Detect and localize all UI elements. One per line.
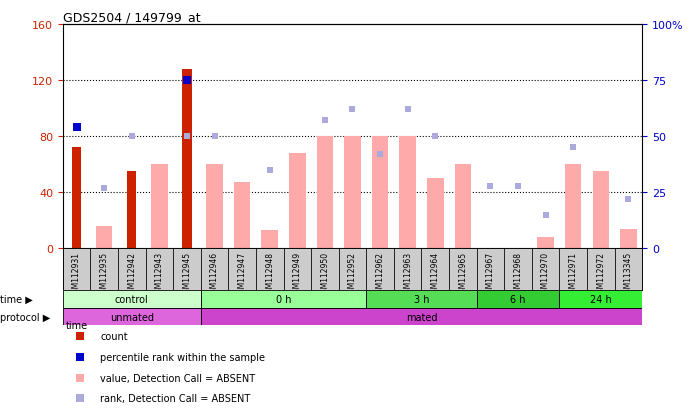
Text: GSM112968: GSM112968 bbox=[514, 251, 523, 297]
Bar bbox=[593, 172, 609, 249]
Bar bbox=[201, 249, 228, 290]
Bar bbox=[339, 249, 366, 290]
Bar bbox=[477, 290, 559, 308]
Bar bbox=[63, 249, 91, 290]
Text: GSM112950: GSM112950 bbox=[320, 251, 329, 297]
Text: GDS2504 / 149799_at: GDS2504 / 149799_at bbox=[63, 11, 200, 24]
Text: unmated: unmated bbox=[110, 312, 154, 322]
Bar bbox=[559, 249, 587, 290]
Text: GSM112962: GSM112962 bbox=[376, 251, 385, 297]
Bar bbox=[454, 165, 471, 249]
Bar bbox=[146, 249, 173, 290]
Bar bbox=[449, 249, 477, 290]
Bar bbox=[234, 183, 251, 249]
Text: GSM112945: GSM112945 bbox=[182, 251, 191, 297]
Bar bbox=[63, 290, 201, 308]
Text: GSM112947: GSM112947 bbox=[237, 251, 246, 297]
Text: GSM112948: GSM112948 bbox=[265, 251, 274, 297]
Bar bbox=[565, 165, 581, 249]
Bar bbox=[151, 165, 168, 249]
Text: GSM112931: GSM112931 bbox=[72, 251, 81, 297]
Text: 6 h: 6 h bbox=[510, 294, 526, 304]
Text: time ▶: time ▶ bbox=[0, 294, 33, 304]
Text: GSM112965: GSM112965 bbox=[459, 251, 468, 297]
Bar bbox=[477, 249, 504, 290]
Bar bbox=[366, 290, 477, 308]
Bar bbox=[63, 308, 201, 326]
Text: GSM112946: GSM112946 bbox=[210, 251, 219, 297]
Bar bbox=[72, 148, 81, 249]
Bar bbox=[344, 137, 361, 249]
Bar bbox=[504, 249, 532, 290]
Text: percentile rank within the sample: percentile rank within the sample bbox=[101, 352, 265, 362]
Text: 3 h: 3 h bbox=[414, 294, 429, 304]
Bar bbox=[532, 249, 559, 290]
Bar bbox=[311, 249, 339, 290]
Bar bbox=[399, 137, 416, 249]
Text: count: count bbox=[101, 331, 128, 341]
Bar bbox=[228, 249, 256, 290]
Bar bbox=[537, 237, 554, 249]
Bar bbox=[201, 290, 366, 308]
Bar bbox=[182, 70, 191, 249]
Bar bbox=[127, 172, 136, 249]
Bar bbox=[118, 249, 146, 290]
Text: mated: mated bbox=[406, 312, 437, 322]
Text: GSM112972: GSM112972 bbox=[596, 251, 605, 297]
Bar bbox=[366, 249, 394, 290]
Bar bbox=[283, 249, 311, 290]
Bar bbox=[289, 154, 306, 249]
Text: control: control bbox=[115, 294, 149, 304]
Bar bbox=[201, 308, 642, 326]
Text: time: time bbox=[66, 320, 88, 331]
Text: GSM112943: GSM112943 bbox=[155, 251, 164, 297]
Text: GSM112971: GSM112971 bbox=[569, 251, 578, 297]
Text: GSM112935: GSM112935 bbox=[100, 251, 109, 297]
Bar bbox=[587, 249, 614, 290]
Bar bbox=[317, 137, 333, 249]
Bar bbox=[620, 229, 637, 249]
Text: GSM112952: GSM112952 bbox=[348, 251, 357, 297]
Text: GSM112964: GSM112964 bbox=[431, 251, 440, 297]
Bar bbox=[262, 230, 278, 249]
Text: GSM112942: GSM112942 bbox=[127, 251, 136, 297]
Bar bbox=[422, 249, 449, 290]
Text: 24 h: 24 h bbox=[590, 294, 611, 304]
Text: 0 h: 0 h bbox=[276, 294, 291, 304]
Text: protocol ▶: protocol ▶ bbox=[0, 312, 50, 322]
Bar bbox=[614, 249, 642, 290]
Text: value, Detection Call = ABSENT: value, Detection Call = ABSENT bbox=[101, 373, 255, 383]
Bar bbox=[427, 179, 443, 249]
Text: GSM112963: GSM112963 bbox=[403, 251, 412, 297]
Bar bbox=[256, 249, 283, 290]
Bar bbox=[91, 249, 118, 290]
Bar bbox=[207, 165, 223, 249]
Text: GSM112967: GSM112967 bbox=[486, 251, 495, 297]
Text: GSM112970: GSM112970 bbox=[541, 251, 550, 297]
Bar bbox=[96, 226, 112, 249]
Text: GSM112949: GSM112949 bbox=[293, 251, 302, 297]
Text: rank, Detection Call = ABSENT: rank, Detection Call = ABSENT bbox=[101, 394, 251, 404]
Bar bbox=[559, 290, 642, 308]
Bar bbox=[173, 249, 201, 290]
Bar bbox=[394, 249, 422, 290]
Bar bbox=[372, 137, 388, 249]
Text: GSM113345: GSM113345 bbox=[624, 251, 633, 297]
